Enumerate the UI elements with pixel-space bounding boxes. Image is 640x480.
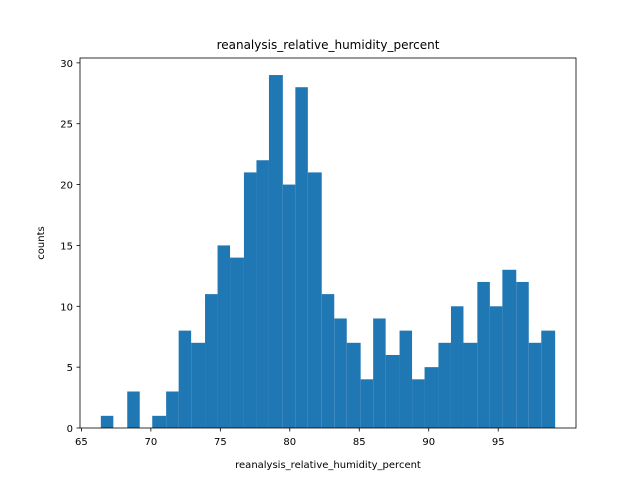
histogram-bar bbox=[334, 318, 347, 428]
histogram-bar bbox=[424, 367, 439, 428]
y-tick-label: 5 bbox=[67, 363, 73, 374]
x-tick-label: 80 bbox=[283, 437, 296, 448]
histogram-bar bbox=[230, 257, 244, 428]
x-axis-label: reanalysis_relative_humidity_percent bbox=[235, 460, 421, 471]
histogram-bar bbox=[321, 294, 335, 428]
histogram-bar bbox=[385, 354, 400, 428]
histogram-bar bbox=[502, 269, 517, 428]
histogram-bar bbox=[463, 342, 478, 428]
histogram-bar bbox=[450, 306, 464, 428]
histogram-bar bbox=[360, 379, 374, 428]
y-tick-label: 30 bbox=[60, 59, 73, 70]
histogram-bar bbox=[307, 172, 322, 428]
histogram-bar bbox=[373, 318, 386, 428]
histogram-bar bbox=[528, 342, 542, 428]
histogram-bar bbox=[191, 342, 206, 428]
histogram-bar bbox=[256, 160, 269, 429]
histogram-bar bbox=[217, 245, 231, 428]
histogram-bar bbox=[166, 391, 179, 428]
histogram-bar bbox=[152, 415, 167, 428]
histogram-bar bbox=[477, 281, 490, 428]
x-tick-label: 65 bbox=[75, 437, 88, 448]
y-tick-label: 0 bbox=[67, 424, 73, 435]
x-tick-label: 95 bbox=[492, 437, 505, 448]
histogram-bar bbox=[100, 415, 114, 428]
histogram-bar bbox=[516, 281, 529, 428]
chart-title: reanalysis_relative_humidity_percent bbox=[217, 38, 440, 52]
x-tick-label: 75 bbox=[214, 437, 227, 448]
axes-frame bbox=[79, 57, 577, 429]
histogram-bar bbox=[282, 184, 296, 428]
histogram-bar bbox=[412, 379, 425, 428]
x-tick-label: 70 bbox=[144, 437, 157, 448]
histogram-bar bbox=[399, 330, 413, 428]
y-tick-label: 25 bbox=[60, 120, 73, 131]
histogram-bar bbox=[178, 330, 192, 428]
histogram-bar bbox=[243, 172, 257, 428]
histogram-bar bbox=[489, 306, 503, 428]
y-tick-label: 15 bbox=[60, 241, 73, 252]
histogram-bar bbox=[346, 342, 361, 428]
histogram-bar bbox=[541, 330, 556, 428]
histogram-bar bbox=[205, 294, 218, 428]
histogram-bar bbox=[438, 342, 451, 428]
plot-area: 65 70 75 80 85 90 95 0 5 10 15 20 25 30 bbox=[60, 57, 577, 448]
y-axis-label: counts bbox=[36, 226, 47, 259]
histogram-bar bbox=[127, 391, 140, 428]
x-tick-label: 85 bbox=[353, 437, 366, 448]
histogram-bar bbox=[295, 87, 308, 429]
y-tick-label: 10 bbox=[60, 302, 73, 313]
y-tick-label: 20 bbox=[60, 181, 73, 192]
histogram-bar bbox=[268, 75, 283, 428]
x-tick-label: 90 bbox=[422, 437, 435, 448]
